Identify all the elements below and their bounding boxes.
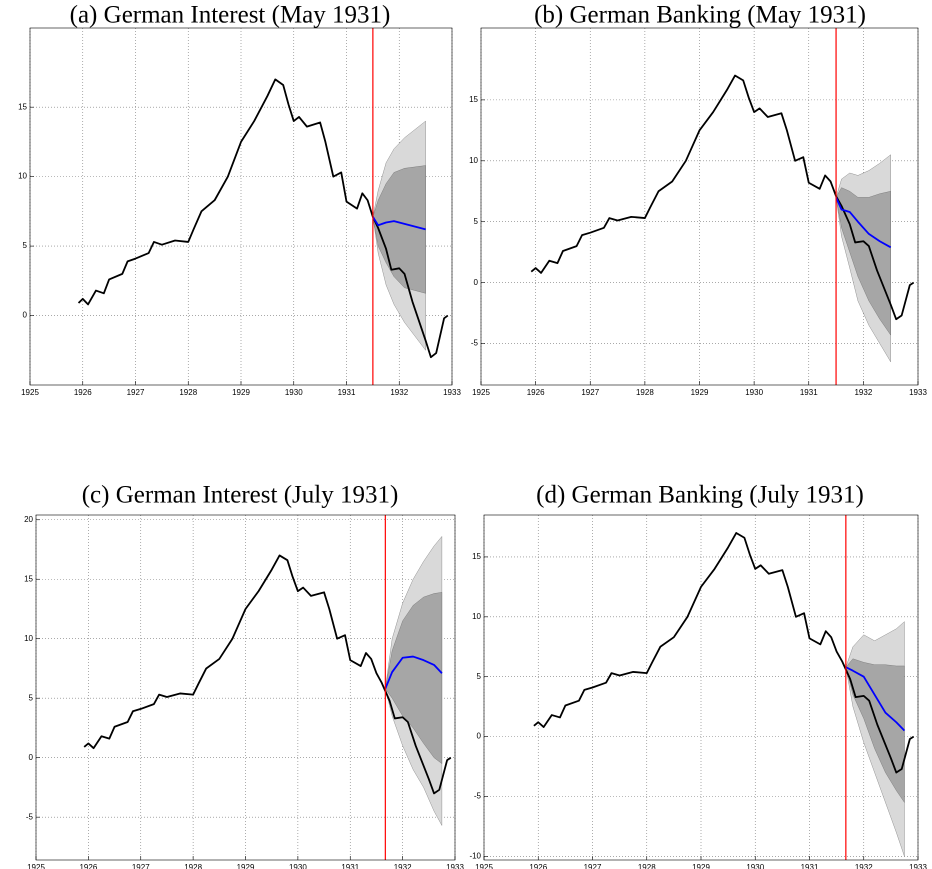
x-tick-label: 1932 [854, 388, 872, 397]
x-tick-label: 1926 [74, 388, 92, 397]
y-tick-label: 0 [23, 311, 28, 320]
y-tick-label: 15 [24, 574, 33, 583]
x-tick-label: 1928 [184, 863, 202, 869]
y-tick-label: 0 [474, 278, 479, 287]
plot-frame [35, 514, 456, 861]
x-tick-label: 1932 [394, 863, 412, 869]
y-tick-label: 0 [29, 753, 34, 762]
x-tick-label: 1927 [132, 863, 150, 869]
x-tick-label: 1927 [581, 388, 599, 397]
plot-frame [480, 27, 919, 386]
x-tick-label: 1925 [27, 863, 45, 869]
chart-title: (b) German Banking (May 1931) [534, 2, 866, 29]
x-tick-label: 1933 [909, 388, 927, 397]
plot-frame [483, 514, 919, 861]
x-tick-label: 1927 [127, 388, 145, 397]
x-tick-label: 1930 [745, 388, 763, 397]
y-tick-label: -5 [26, 812, 34, 821]
x-tick-label: 1926 [527, 388, 545, 397]
x-tick-label: 1933 [909, 863, 927, 869]
y-tick-label: 15 [18, 102, 27, 111]
x-tick-label: 1927 [584, 863, 602, 869]
y-tick-label: 5 [23, 241, 28, 250]
y-tick-label: 15 [472, 552, 481, 561]
series-line [372, 216, 426, 231]
y-tick-label: -10 [469, 852, 481, 861]
x-tick-label: 1931 [801, 863, 819, 869]
y-tick-label: 10 [18, 172, 27, 181]
x-tick-label: 1930 [285, 388, 303, 397]
x-tick-label: 1931 [341, 863, 359, 869]
y-tick-label: 10 [24, 634, 33, 643]
series-line [384, 655, 443, 690]
plot-frame [29, 27, 453, 386]
y-tick-label: 15 [469, 95, 478, 104]
series-line [835, 196, 892, 249]
x-tick-label: 1931 [800, 388, 818, 397]
x-tick-label: 1928 [636, 388, 654, 397]
x-tick-label: 1926 [79, 863, 97, 869]
chart-title: (d) German Banking (July 1931) [536, 482, 864, 509]
y-tick-label: 10 [469, 156, 478, 165]
x-tick-label: 1925 [21, 388, 39, 397]
x-tick-label: 1933 [446, 863, 464, 869]
x-tick-label: 1928 [638, 863, 656, 869]
x-tick-label: 1929 [232, 388, 250, 397]
y-tick-label: -5 [471, 339, 479, 348]
chart-title: (c) German Interest (July 1931) [82, 482, 399, 509]
series-line [845, 666, 906, 732]
y-tick-label: 5 [477, 672, 482, 681]
x-tick-label: 1929 [691, 388, 709, 397]
x-tick-label: 1925 [475, 863, 493, 869]
x-tick-label: 1929 [692, 863, 710, 869]
series-line [77, 78, 449, 359]
y-tick-label: 20 [24, 515, 33, 524]
x-tick-label: 1928 [179, 388, 197, 397]
x-tick-label: 1932 [390, 388, 408, 397]
x-tick-label: 1930 [746, 863, 764, 869]
x-tick-label: 1930 [289, 863, 307, 869]
chart-title: (a) German Interest (May 1931) [70, 2, 391, 29]
series-line [83, 554, 452, 795]
x-tick-label: 1929 [237, 863, 255, 869]
series-line [533, 532, 915, 774]
y-tick-label: 10 [472, 612, 481, 621]
y-tick-label: 0 [477, 732, 482, 741]
x-tick-label: 1931 [338, 388, 356, 397]
y-tick-label: 5 [474, 217, 479, 226]
x-tick-label: 1925 [472, 388, 490, 397]
x-tick-label: 1933 [443, 388, 461, 397]
forecast-band [845, 658, 905, 803]
y-tick-label: -5 [474, 792, 482, 801]
series-line [530, 74, 915, 321]
y-tick-label: 5 [29, 693, 34, 702]
x-tick-label: 1932 [855, 863, 873, 869]
x-tick-label: 1926 [529, 863, 547, 869]
